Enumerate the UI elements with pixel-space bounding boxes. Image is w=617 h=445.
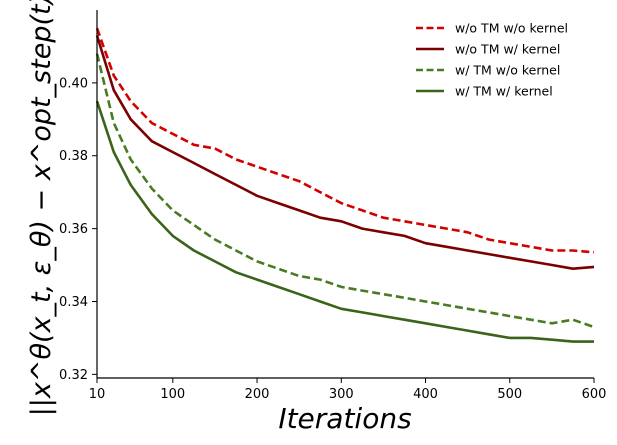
x-tick-label: 600 [582,387,607,402]
y-tick-label: 0.38 [59,149,88,164]
legend-label: w/ TM w/o kernel [455,63,560,78]
legend: w/o TM w/o kernel w/o TM w/ kernel w/ TM w… [416,21,568,99]
legend-label: w/o TM w/ kernel [455,42,560,57]
plot-area [95,27,595,343]
y-tick-label: 0.40 [59,76,88,91]
x-tick-label: 400 [413,387,438,402]
y-axis-ticks: 0.32 0.34 0.36 0.38 0.40 [59,76,97,383]
y-tick-label: 0.36 [59,222,88,237]
y-tick-label: 0.34 [59,295,88,310]
series-line-1 [95,27,595,254]
legend-label: w/o TM w/o kernel [455,21,568,36]
y-tick-label: 0.32 [59,368,88,383]
series-line-3 [95,53,595,329]
legend-label: w/ TM w/ kernel [455,84,553,99]
series-line-2 [95,35,595,271]
x-tick-label: 500 [497,387,522,402]
x-tick-label: 300 [329,387,354,402]
svg-text:||x^θ(x_t, ε_θ) − x^opt_step(t: ||x^θ(x_t, ε_θ) − x^opt_step(t)|| [26,0,57,416]
x-tick-label: 10 [89,387,106,402]
y-axis-label: ||x^θ(x_t, ε_θ) − x^opt_step(t)|| [26,0,57,416]
x-axis-label: Iterations [278,402,411,435]
series-line-4 [95,100,594,343]
x-tick-label: 200 [245,387,270,402]
x-tick-label: 100 [160,387,185,402]
x-axis-ticks: 10 100 200 300 400 500 600 [89,378,607,402]
